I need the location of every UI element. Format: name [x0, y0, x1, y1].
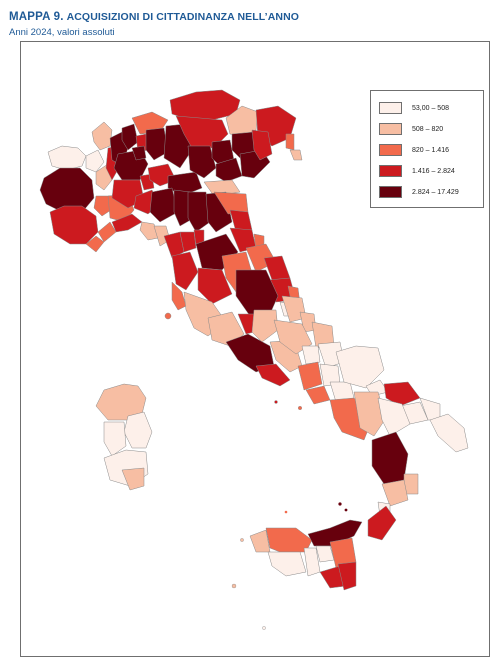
province-torino[interactable]	[39, 167, 95, 213]
province-sassari[interactable]	[95, 383, 147, 421]
province-padova[interactable]	[215, 157, 243, 183]
map-title: MAPPA 9. ACQUISIZIONI DI CITTADINANZA NE…	[9, 11, 299, 23]
island-ustica	[284, 510, 288, 514]
province-caserta[interactable]	[297, 361, 323, 391]
province-la-spezia[interactable]	[139, 221, 159, 241]
province-agrigento[interactable]	[267, 551, 307, 577]
island-pantelleria	[231, 583, 237, 589]
province-cosenza[interactable]	[371, 431, 409, 485]
legend-item-5: 2.824 – 17.429	[379, 185, 459, 199]
province-siena[interactable]	[197, 267, 233, 305]
province-como[interactable]	[121, 123, 139, 151]
legend-item-1: 53,00 – 508	[379, 101, 449, 115]
province-belluno[interactable]	[225, 105, 259, 137]
province-trieste[interactable]	[289, 149, 303, 161]
island-egadi	[240, 538, 244, 542]
province-bari[interactable]	[383, 381, 421, 407]
province-gorizia[interactable]	[285, 133, 295, 151]
legend-swatch-4	[379, 165, 402, 177]
legend-label-2: 508 – 820	[412, 125, 444, 133]
map-subtitle: Anni 2024, valori assoluti	[9, 27, 115, 38]
province-oristano[interactable]	[103, 421, 127, 457]
province-monza[interactable]	[131, 145, 147, 161]
island-lampedusa	[262, 626, 266, 630]
province-genova[interactable]	[111, 213, 143, 233]
legend-label-3: 820 – 1.416	[412, 146, 449, 154]
province-nuoro[interactable]	[123, 411, 153, 449]
island-ponza	[274, 400, 278, 404]
province-matera[interactable]	[377, 397, 411, 437]
legend-label-5: 2.824 – 17.429	[412, 188, 459, 196]
province-foggia[interactable]	[335, 345, 385, 389]
province-pordenone[interactable]	[251, 129, 273, 161]
legend-item-4: 1.416 – 2.824	[379, 164, 455, 178]
island-eolie-1	[338, 502, 342, 506]
map-legend: 53,00 – 508 508 – 820 820 – 1.416 1.416 …	[370, 90, 484, 208]
province-cagliari[interactable]	[121, 467, 145, 491]
legend-label-4: 1.416 – 2.824	[412, 167, 455, 175]
province-catanzaro[interactable]	[381, 479, 409, 507]
province-bergamo[interactable]	[145, 127, 169, 161]
province-rieti[interactable]	[251, 309, 279, 343]
province-lecce[interactable]	[429, 413, 469, 453]
legend-swatch-1	[379, 102, 402, 114]
province-pisa[interactable]	[171, 251, 199, 291]
map-number: MAPPA 9.	[9, 11, 64, 23]
province-modena[interactable]	[187, 191, 211, 233]
province-reggio-calabria[interactable]	[367, 505, 397, 541]
province-latina[interactable]	[255, 363, 291, 387]
province-napoli[interactable]	[305, 385, 331, 405]
island-capri	[298, 406, 303, 411]
province-parma[interactable]	[149, 187, 179, 223]
legend-swatch-5	[379, 186, 402, 198]
legend-item-2: 508 – 820	[379, 122, 443, 136]
legend-swatch-2	[379, 123, 402, 135]
province-biella[interactable]	[85, 149, 105, 173]
province-pistoia[interactable]	[179, 231, 197, 253]
island-elba	[164, 312, 172, 320]
province-potenza[interactable]	[353, 391, 387, 437]
province-isernia[interactable]	[301, 345, 321, 365]
province-siracusa[interactable]	[337, 561, 357, 591]
legend-swatch-3	[379, 144, 402, 156]
legend-label-1: 53,00 – 508	[412, 104, 449, 112]
province-aosta[interactable]	[47, 145, 87, 171]
province-rovigo[interactable]	[203, 179, 241, 197]
legend-item-3: 820 – 1.416	[379, 143, 449, 157]
province-livorno[interactable]	[171, 281, 187, 311]
province-cuneo[interactable]	[49, 205, 99, 245]
island-eolie-2	[344, 508, 348, 512]
province-verona[interactable]	[187, 145, 217, 179]
map-title-text: ACQUISIZIONI DI CITTADINANZA NELL’ANNO	[66, 11, 300, 23]
province-vco[interactable]	[91, 121, 113, 151]
